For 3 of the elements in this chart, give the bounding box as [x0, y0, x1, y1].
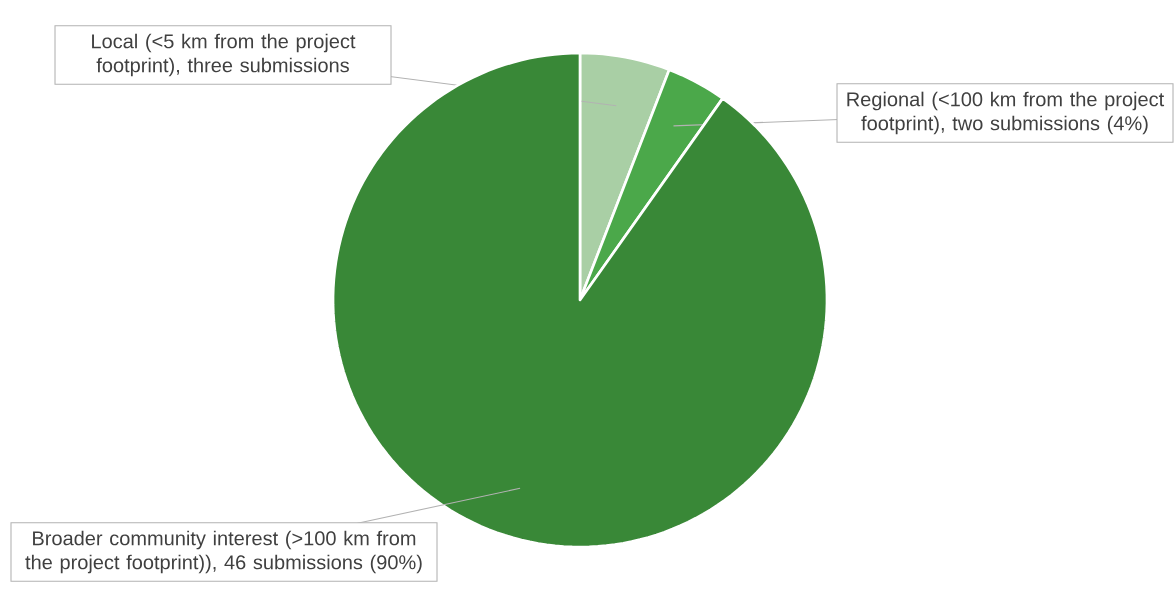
slice-label: Regional (<100 km from the project footprint), two submissions (4%)	[847, 91, 1165, 135]
slice-label: Broader community interest (>100 km from the project footprint)), 46 submissions (90%)	[25, 530, 422, 574]
slice-label: Local (<5 km from the project footprint), three submissions	[92, 33, 356, 77]
